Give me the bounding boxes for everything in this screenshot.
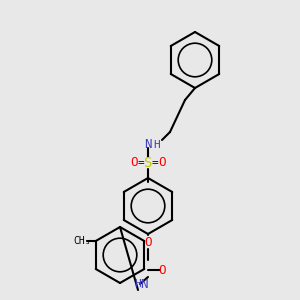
Text: S: S [144,156,152,170]
Text: O: O [158,157,166,169]
Text: CH₃: CH₃ [73,236,91,246]
Text: N: N [140,278,148,290]
Text: =: = [138,158,144,168]
Text: O: O [144,236,152,248]
Text: H: H [135,279,141,289]
Text: =: = [152,158,158,168]
Text: O: O [130,157,138,169]
Text: N: N [144,139,152,152]
Text: O: O [158,263,166,277]
Text: H: H [154,140,160,150]
